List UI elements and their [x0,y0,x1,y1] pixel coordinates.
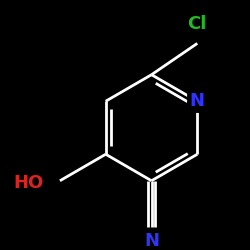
Text: HO: HO [14,174,44,192]
Text: N: N [144,232,159,250]
Text: N: N [190,92,205,110]
Text: Cl: Cl [188,15,207,33]
